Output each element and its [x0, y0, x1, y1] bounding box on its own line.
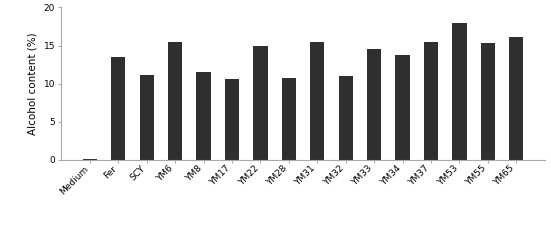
Bar — [83, 159, 97, 160]
Bar — [168, 42, 182, 160]
Bar — [111, 57, 125, 160]
Bar — [310, 43, 325, 160]
Bar — [282, 78, 296, 160]
Bar — [253, 46, 267, 160]
Bar — [196, 72, 210, 160]
Bar — [339, 76, 353, 160]
Bar — [225, 79, 239, 160]
Bar — [139, 75, 154, 160]
Bar — [367, 49, 381, 160]
Bar — [509, 37, 523, 160]
Bar — [481, 43, 495, 160]
Y-axis label: Alcohol content (%): Alcohol content (%) — [28, 32, 38, 135]
Bar — [452, 23, 467, 160]
Bar — [396, 55, 410, 160]
Bar — [424, 42, 438, 160]
